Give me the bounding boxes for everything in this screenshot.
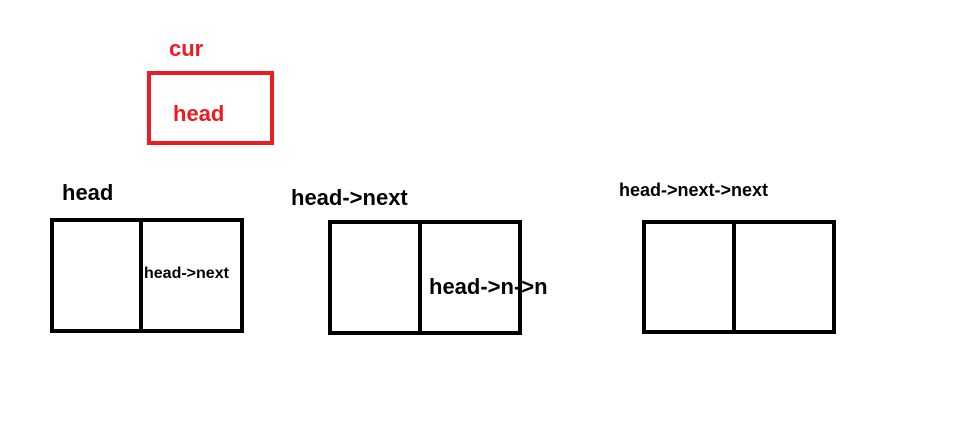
cur-pointer-value: head [173, 101, 225, 126]
node-3-label: head->next->next [619, 180, 769, 200]
node-1-next-field-text: head->next [144, 265, 229, 282]
node-1-label: head [62, 180, 114, 205]
node-2 [328, 220, 522, 335]
node-2-next-field-text: head->n->n [429, 274, 548, 299]
node-1-divider [139, 222, 143, 329]
node-2-label: head->next [291, 185, 408, 210]
cur-pointer-box [147, 71, 274, 145]
node-3 [642, 220, 836, 334]
node-3-divider [732, 224, 736, 330]
node-2-divider [418, 224, 422, 331]
node-1 [50, 218, 244, 333]
cur-pointer-label: cur [169, 36, 204, 61]
